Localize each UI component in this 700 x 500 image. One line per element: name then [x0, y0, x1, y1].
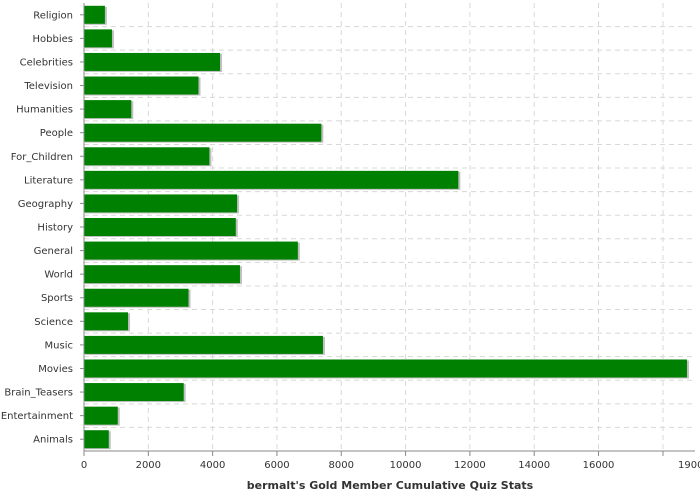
bar-world	[84, 265, 240, 284]
x-tick-label: 10000	[390, 460, 422, 471]
bar-brain-teasers	[84, 383, 184, 402]
x-axis-title: bermalt's Gold Member Cumulative Quiz St…	[247, 479, 534, 492]
bar-sports	[84, 288, 189, 307]
category-label: Brain_Teasers	[4, 388, 73, 399]
bar-animals	[84, 430, 109, 449]
axes	[80, 3, 695, 456]
bar-history	[84, 218, 236, 236]
category-label: Sports	[41, 293, 73, 304]
category-label: History	[37, 223, 73, 234]
bar-music	[84, 335, 323, 354]
x-tick-label: 0	[81, 460, 87, 471]
x-tick-label: 2000	[136, 460, 161, 471]
bar-movies	[84, 359, 687, 378]
category-label: Geography	[18, 199, 73, 210]
bar-for-children	[84, 147, 210, 166]
category-label: World	[44, 270, 73, 281]
labels: Religion Hobbies Celebrities Television Huma…	[1, 10, 700, 471]
bars	[84, 5, 689, 450]
x-tick-label: 6000	[264, 460, 289, 471]
category-label: Humanities	[16, 105, 73, 116]
x-tick-label: 14000	[518, 460, 550, 471]
x-tick-label: 8000	[329, 460, 354, 471]
category-label: Science	[34, 317, 73, 328]
x-tick-label: 12000	[454, 460, 486, 471]
bar-science	[84, 312, 129, 331]
category-label: Celebrities	[20, 57, 73, 68]
category-label: Entertainment	[1, 411, 73, 422]
bar-literature	[84, 170, 459, 189]
bar-television	[84, 76, 199, 95]
x-tick-label: 16000	[583, 460, 615, 471]
bar-religion	[84, 5, 105, 24]
category-label: Hobbies	[33, 34, 73, 45]
bar-people	[84, 123, 322, 142]
bar-entertainment	[84, 406, 118, 425]
category-label: Music	[45, 340, 73, 351]
category-label: Religion	[33, 10, 73, 21]
bar-humanities	[84, 100, 132, 119]
category-label: General	[34, 246, 73, 257]
bar-general	[84, 241, 298, 260]
bar-geography	[84, 194, 238, 213]
category-label: Literature	[24, 175, 73, 186]
bar-hobbies	[84, 29, 112, 48]
category-label: For_Children	[11, 152, 73, 163]
category-label: Movies	[38, 364, 73, 375]
category-label: Animals	[33, 435, 73, 446]
x-tick-label-last: 1900	[678, 460, 700, 471]
x-tick-label: 4000	[200, 460, 225, 471]
bar-celebrities	[84, 52, 221, 71]
category-label: Television	[23, 81, 73, 92]
category-label: People	[40, 128, 73, 139]
